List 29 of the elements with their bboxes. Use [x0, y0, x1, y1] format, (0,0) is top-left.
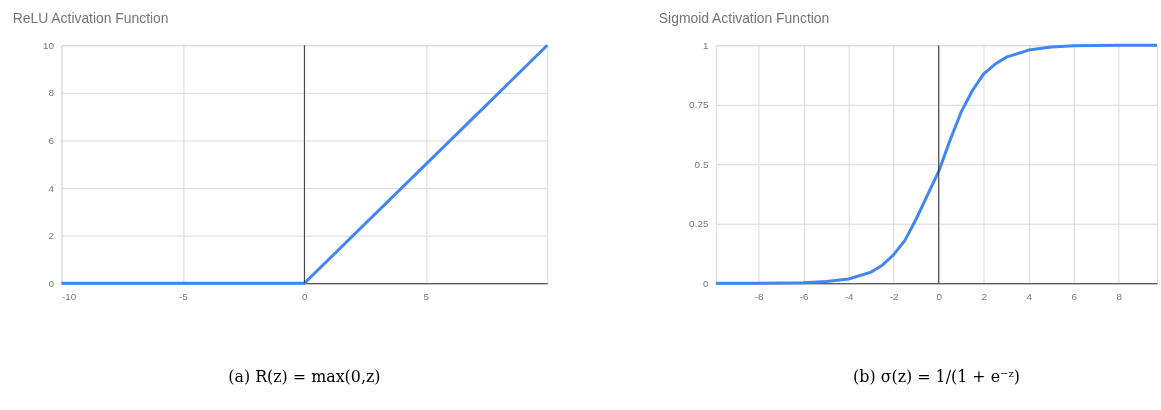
y-tick-label: 0.5 [694, 158, 709, 170]
chart-title: ReLU Activation Function [12, 10, 169, 27]
x-tick-label: 5 [423, 290, 430, 302]
y-tick-label: 0.25 [689, 218, 709, 230]
x-tick-label: 2 [981, 290, 988, 302]
y-tick-label: 10 [43, 39, 55, 51]
y-tick-label: 0 [702, 277, 709, 289]
x-tick-label: -4 [844, 290, 855, 302]
x-tick-label: -6 [799, 290, 810, 302]
y-tick-label: 6 [48, 134, 55, 146]
y-tick-label: 0.75 [689, 99, 709, 111]
x-tick-label: -2 [889, 290, 900, 302]
x-tick-label: 0 [302, 290, 309, 302]
x-tick-label: -8 [754, 290, 764, 302]
text: (b) σ(z) = 1/(1 + e⁻ᶻ) [853, 367, 1020, 387]
y-tick-label: 4 [48, 182, 55, 194]
y-tick-label: 0 [48, 277, 55, 289]
line-series [714, 43, 1159, 285]
y-tick-label: 2 [48, 230, 55, 242]
y-tick-label: 1 [702, 39, 709, 51]
chart-title: Sigmoid Activation Function [658, 10, 830, 27]
text: (a) R(z) = max(0,z) [228, 367, 381, 387]
x-tick-label: 8 [1116, 290, 1123, 302]
x-tick-label: -10 [61, 290, 77, 302]
y-tick-label: 8 [48, 87, 55, 99]
x-tick-label: -5 [179, 290, 189, 302]
x-tick-label: 6 [1071, 290, 1078, 302]
x-tick-label: 4 [1026, 290, 1033, 302]
x-tick-label: 0 [936, 290, 943, 302]
